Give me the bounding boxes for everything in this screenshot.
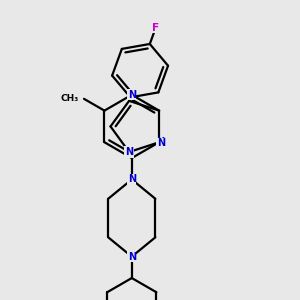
Text: CH₃: CH₃ [60,94,79,103]
Text: N: N [128,90,136,100]
Text: N: N [125,147,133,157]
Text: F: F [152,23,159,33]
Text: N: N [157,138,165,148]
Text: N: N [128,252,136,262]
Text: N: N [128,175,136,184]
Text: N: N [156,137,164,147]
